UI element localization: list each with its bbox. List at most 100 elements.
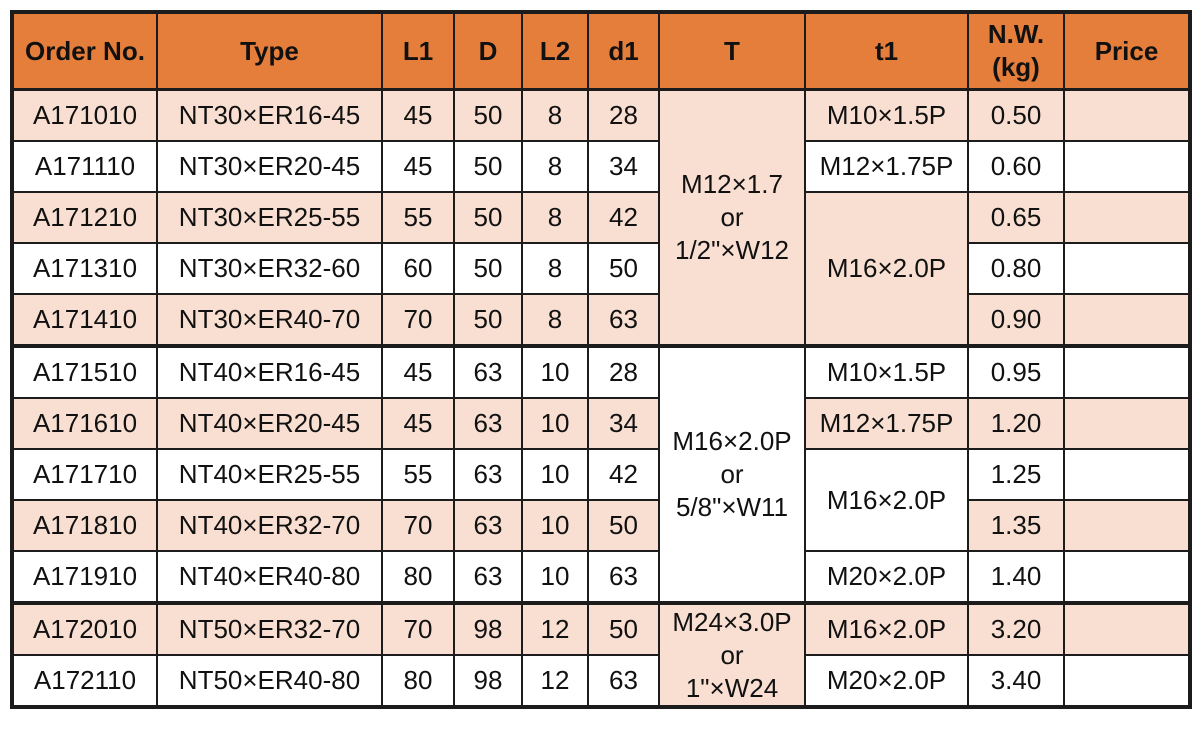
nw-cell: 0.80	[967, 242, 1065, 295]
t-line: or	[720, 202, 744, 232]
l1-cell: 55	[381, 448, 455, 501]
spec-table: Order No. Type L1 D L2 d1 T t1 N.W. (kg)…	[10, 10, 1192, 709]
order-no-cell: A171810	[11, 499, 158, 552]
type-cell: NT40×ER20-45	[156, 397, 383, 450]
l1-cell: 60	[381, 242, 455, 295]
t1-merged-cell-nt40: M16×2.0P	[804, 448, 969, 552]
table-row: A171410 NT30×ER40-70 70 50 8 63 0.90	[11, 293, 1191, 348]
t-line: 5/8"×W11	[675, 492, 789, 522]
table-row: A171910 NT40×ER40-80 80 63 10 63 M20×2.0…	[11, 550, 1191, 605]
price-cell	[1063, 242, 1191, 295]
order-no-cell: A172010	[11, 602, 158, 656]
type-cell: NT30×ER32-60	[156, 242, 383, 295]
t1-cell: M16×2.0P	[804, 602, 969, 656]
header-l2: L2	[521, 11, 589, 91]
l2-cell: 8	[521, 191, 589, 244]
d-cell: 63	[453, 448, 523, 501]
d-cell: 98	[453, 602, 523, 656]
l1-cell: 70	[381, 602, 455, 656]
price-cell	[1063, 191, 1191, 244]
t-line: or	[720, 639, 744, 670]
d1-cell: 28	[587, 88, 660, 142]
type-cell: NT40×ER40-80	[156, 550, 383, 605]
price-cell	[1063, 602, 1191, 656]
header-nw: N.W. (kg)	[967, 11, 1065, 91]
nw-cell: 1.25	[967, 448, 1065, 501]
table-row: A171010 NT30×ER16-45 45 50 8 28 M12×1.7 …	[11, 88, 1191, 348]
t-line: M24×3.0P	[672, 606, 792, 637]
price-cell	[1063, 397, 1191, 450]
nw-cell: 0.95	[967, 345, 1065, 399]
table-row: A172110 NT50×ER40-80 80 98 12 63 M20×2.0…	[11, 654, 1191, 708]
d1-cell: 50	[587, 242, 660, 295]
table-row: A171210 NT30×ER25-55 55 50 8 42 M16×2.0P…	[11, 191, 1191, 348]
d1-cell: 63	[587, 654, 660, 708]
l2-cell: 8	[521, 88, 589, 142]
price-cell	[1063, 293, 1191, 348]
d1-cell: 34	[587, 140, 660, 193]
l1-cell: 45	[381, 88, 455, 142]
table-row: A171610 NT40×ER20-45 45 63 10 34 M12×1.7…	[11, 397, 1191, 450]
l2-cell: 10	[521, 345, 589, 399]
t-line: M16×2.0P	[672, 426, 792, 456]
d1-cell: 34	[587, 397, 660, 450]
d1-cell: 50	[587, 602, 660, 656]
table-row: A172010 NT50×ER32-70 70 98 12 50 M24×3.0…	[11, 602, 1191, 708]
t-line: or	[720, 459, 744, 489]
type-cell: NT50×ER40-80	[156, 654, 383, 708]
d-cell: 98	[453, 654, 523, 708]
order-no-cell: A171510	[11, 345, 158, 399]
l2-cell: 12	[521, 654, 589, 708]
t-merged-cell-nt30: M12×1.7 or 1/2"×W12	[658, 88, 806, 348]
table-row: A171110 NT30×ER20-45 45 50 8 34 M12×1.75…	[11, 140, 1191, 193]
l1-cell: 45	[381, 345, 455, 399]
order-no-cell: A171410	[11, 293, 158, 348]
header-row: Order No. Type L1 D L2 d1 T t1 N.W. (kg)…	[11, 11, 1191, 91]
t-merged-cell-nt40: M16×2.0P or 5/8"×W11	[658, 345, 806, 605]
t-line: 1/2"×W12	[674, 235, 790, 265]
l2-cell: 10	[521, 397, 589, 450]
order-no-cell: A172110	[11, 654, 158, 708]
t-merged-cell-nt50: M24×3.0P or 1"×W24	[658, 602, 806, 708]
price-cell	[1063, 448, 1191, 501]
t1-cell: M20×2.0P	[804, 654, 969, 708]
l1-cell: 55	[381, 191, 455, 244]
type-cell: NT30×ER20-45	[156, 140, 383, 193]
table-row: A171810 NT40×ER32-70 70 63 10 50 1.35	[11, 499, 1191, 552]
table-row: A171510 NT40×ER16-45 45 63 10 28 M16×2.0…	[11, 345, 1191, 605]
order-no-cell: A171710	[11, 448, 158, 501]
d1-cell: 42	[587, 191, 660, 244]
d-cell: 50	[453, 242, 523, 295]
type-cell: NT30×ER25-55	[156, 191, 383, 244]
d-cell: 63	[453, 397, 523, 450]
price-cell	[1063, 550, 1191, 605]
type-cell: NT40×ER32-70	[156, 499, 383, 552]
d-cell: 50	[453, 293, 523, 348]
d-cell: 63	[453, 550, 523, 605]
d-cell: 50	[453, 140, 523, 193]
l1-cell: 45	[381, 397, 455, 450]
nw-cell: 3.40	[967, 654, 1065, 708]
price-cell	[1063, 345, 1191, 399]
nw-cell: 0.90	[967, 293, 1065, 348]
type-cell: NT30×ER40-70	[156, 293, 383, 348]
l2-cell: 10	[521, 550, 589, 605]
l1-cell: 80	[381, 654, 455, 708]
l2-cell: 12	[521, 602, 589, 656]
nw-cell: 1.40	[967, 550, 1065, 605]
table-row: A171310 NT30×ER32-60 60 50 8 50 0.80	[11, 242, 1191, 295]
d1-cell: 28	[587, 345, 660, 399]
table-row: A171710 NT40×ER25-55 55 63 10 42 M16×2.0…	[11, 448, 1191, 552]
order-no-cell: A171010	[11, 88, 158, 142]
t-line: M12×1.7	[681, 169, 783, 199]
header-d: D	[453, 11, 523, 91]
header-t: T	[658, 11, 806, 91]
t1-cell: M10×1.5P	[804, 345, 969, 399]
d1-cell: 50	[587, 499, 660, 552]
order-no-cell: A171210	[11, 191, 158, 244]
l1-cell: 80	[381, 550, 455, 605]
nw-cell: 0.65	[967, 191, 1065, 244]
l2-cell: 8	[521, 293, 589, 348]
t1-merged-cell-nt30: M16×2.0P	[804, 191, 969, 348]
